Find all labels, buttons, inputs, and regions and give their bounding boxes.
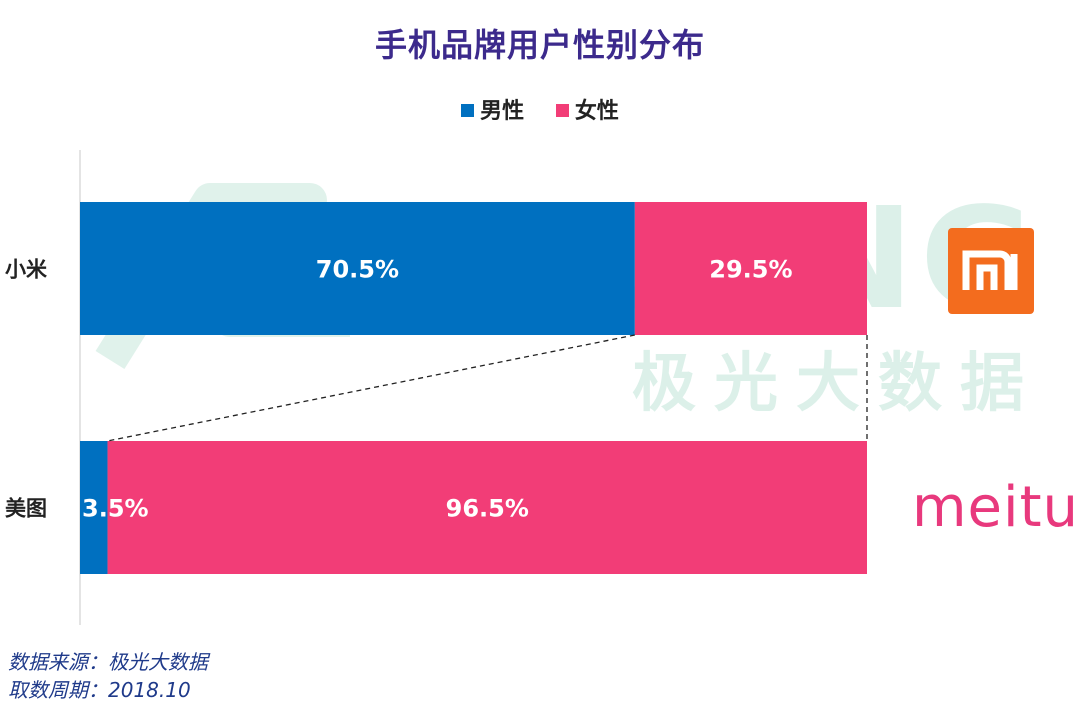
bar-female-1	[107, 441, 868, 574]
legend-label-female: 女性	[574, 99, 619, 124]
legend-item-female: 女性	[555, 93, 619, 125]
bars-layer	[79, 150, 868, 625]
bar-male-1	[80, 441, 108, 574]
data-label-male-0: 70.5%	[316, 256, 399, 284]
xiaomi-logo-icon	[948, 228, 1034, 314]
legend-swatch-female	[555, 104, 569, 117]
connector-male	[107, 334, 635, 442]
footer-period: 取数周期：2018.10	[8, 678, 191, 702]
labels-layer: 70.5% 29.5% 小米 3.5% 96.5% 美图	[5, 256, 793, 523]
bar-male-0	[80, 202, 635, 335]
data-label-male-1: 3.5%	[82, 495, 149, 523]
category-label-1: 美图	[5, 497, 47, 521]
bar-female-0	[634, 202, 867, 335]
legend-item-male: 男性	[461, 93, 524, 125]
data-label-female-1: 96.5%	[446, 495, 529, 523]
chart-title: 手机品牌用户性别分布	[374, 26, 705, 64]
legend-label-male: 男性	[480, 99, 525, 124]
footer-source: 数据来源：极光大数据	[8, 650, 208, 674]
data-label-female-0: 29.5%	[709, 256, 792, 284]
meitu-logo: meitu	[912, 475, 1080, 540]
legend: 男性 女性	[0, 93, 1080, 125]
watermark-cn: 极光大数据	[632, 347, 1042, 421]
category-label-0: 小米	[5, 258, 48, 282]
legend-swatch-male	[461, 104, 475, 117]
